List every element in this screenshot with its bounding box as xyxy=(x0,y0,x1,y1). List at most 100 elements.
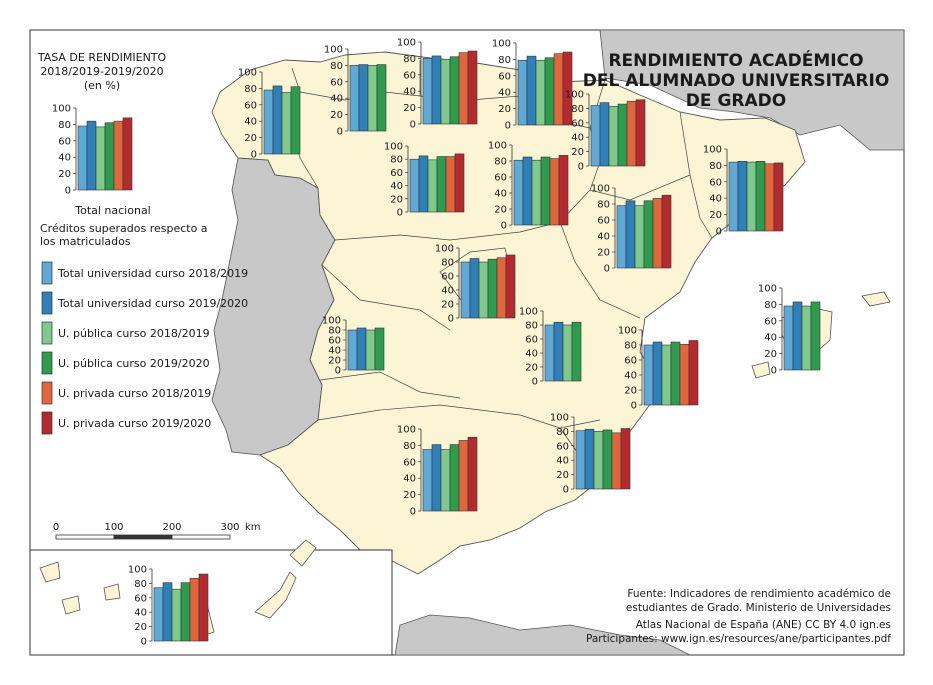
bar-16-4 xyxy=(611,432,622,490)
bar-9-0 xyxy=(728,161,739,232)
tick-label-5-3: 60 xyxy=(571,118,584,129)
bar-13-5 xyxy=(688,340,699,406)
bar-11-1 xyxy=(356,327,367,371)
tick-label-0-2: 40 xyxy=(58,153,71,164)
chart-5: 0 20 40 60 80 100 xyxy=(565,90,646,173)
tick-label-12-1: 20 xyxy=(525,363,538,374)
bar-1-1 xyxy=(272,85,283,155)
tick-label-6-1: 20 xyxy=(390,194,403,205)
bar-15-5 xyxy=(467,436,478,512)
tick-label-1-2: 40 xyxy=(244,117,257,128)
tick-label-15-5: 100 xyxy=(397,425,416,436)
chart-15: 0 20 40 60 80 100 xyxy=(397,425,478,518)
tick-label-11-2: 40 xyxy=(328,346,341,357)
bar-5-3 xyxy=(617,103,628,167)
legend-swatch-5 xyxy=(41,411,53,435)
bar-0-0 xyxy=(77,125,88,191)
tick-label-6-0: 0 xyxy=(397,208,403,219)
tick-label-7-1: 20 xyxy=(494,205,507,216)
tick-label-17-1: 20 xyxy=(134,622,147,633)
tick-label-8-5: 100 xyxy=(591,184,610,195)
bar-1-3 xyxy=(290,86,301,155)
bar-7-4 xyxy=(549,158,560,226)
tick-label-13-1: 20 xyxy=(624,386,637,397)
tick-label-9-0: 0 xyxy=(716,227,722,238)
bar-16-1 xyxy=(584,428,595,490)
tick-label-6-2: 40 xyxy=(390,181,403,192)
chart-7: 0 20 40 60 80 100 xyxy=(488,141,569,232)
bar-2-2 xyxy=(367,65,378,132)
chart-0: 0 20 40 60 80 100 xyxy=(52,104,133,197)
bar-9-1 xyxy=(737,161,748,232)
bar-8-3 xyxy=(643,200,654,269)
tick-label-17-0: 0 xyxy=(141,637,147,648)
bar-6-2 xyxy=(427,159,438,213)
bar-10-2 xyxy=(478,261,489,319)
source-line-2: estudiantes de Grado. Ministerio de Univ… xyxy=(626,602,891,614)
tick-label-13-0: 0 xyxy=(631,401,637,412)
tick-label-10-5: 100 xyxy=(435,244,454,255)
bar-15-2 xyxy=(440,449,451,512)
bar-11-0 xyxy=(347,329,358,371)
tick-label-4-0: 0 xyxy=(505,121,511,132)
tick-label-14-3: 60 xyxy=(764,316,777,327)
legend-label-1: Total universidad curso 2019/2020 xyxy=(57,297,248,310)
bar-4-2 xyxy=(535,59,546,126)
bar-7-3 xyxy=(540,156,551,226)
bar-7-1 xyxy=(522,156,533,226)
source-line-3: Atlas Nacional de España (ANE) CC BY 4.0… xyxy=(636,619,891,631)
tick-label-0-5: 100 xyxy=(52,104,71,115)
tick-label-7-0: 0 xyxy=(501,221,507,232)
bar-3-4 xyxy=(458,52,469,125)
legend-heading-3: (en %) xyxy=(84,79,120,92)
chart-8: 0 20 40 60 80 100 xyxy=(591,184,672,275)
tick-label-2-1: 20 xyxy=(330,110,343,121)
tick-label-12-0: 0 xyxy=(532,377,538,388)
legend-label-4: U. privada curso 2018/2019 xyxy=(58,387,211,400)
bar-13-4 xyxy=(679,343,690,406)
tick-label-16-4: 80 xyxy=(556,427,569,438)
bar-0-3 xyxy=(104,122,115,191)
bar-1-2 xyxy=(281,92,292,155)
bar-5-1 xyxy=(599,102,610,167)
bar-3-5 xyxy=(467,50,478,125)
tick-label-1-3: 60 xyxy=(244,100,257,111)
canarias-inset xyxy=(29,549,393,656)
legend-heading-1: TASA DE RENDIMIENTO xyxy=(37,51,167,64)
bar-17-3 xyxy=(180,582,191,642)
bar-17-0 xyxy=(153,587,164,642)
bar-4-4 xyxy=(553,53,564,126)
bar-3-3 xyxy=(449,56,460,125)
bar-7-5 xyxy=(558,155,569,226)
tick-label-14-5: 100 xyxy=(758,284,777,295)
bar-0-5 xyxy=(122,117,133,191)
bar-5-0 xyxy=(590,105,601,167)
bar-5-5 xyxy=(635,99,646,167)
tick-label-5-0: 0 xyxy=(578,162,584,173)
tick-label-9-4: 80 xyxy=(709,161,722,172)
map-title-line-1: RENDIMIENTO ACADÉMICO xyxy=(608,49,863,71)
tick-label-13-5: 100 xyxy=(618,326,637,337)
tick-label-14-1: 20 xyxy=(764,349,777,360)
bar-13-0 xyxy=(643,344,654,406)
tick-label-0-3: 60 xyxy=(58,136,71,147)
bar-9-5 xyxy=(773,162,784,232)
tick-label-4-1: 20 xyxy=(498,104,511,115)
tick-label-3-3: 60 xyxy=(403,70,416,81)
tick-label-17-5: 100 xyxy=(128,565,147,576)
tick-label-13-2: 40 xyxy=(624,371,637,382)
tick-label-12-3: 60 xyxy=(525,335,538,346)
tick-label-10-0: 0 xyxy=(448,314,454,325)
tick-label-1-5: 100 xyxy=(238,68,257,79)
bar-4-1 xyxy=(526,55,537,126)
bar-9-3 xyxy=(755,161,766,232)
bar-2-3 xyxy=(376,64,387,132)
scale-tick-100: 100 xyxy=(104,522,123,533)
bar-6-5 xyxy=(454,153,465,213)
legend-description-1: Créditos superados respecto a xyxy=(40,222,208,235)
chart-13: 0 20 40 60 80 100 xyxy=(618,326,699,412)
bar-11-2 xyxy=(365,329,376,371)
scale-tick-0: 0 xyxy=(53,522,59,533)
bar-12-2 xyxy=(562,324,573,382)
